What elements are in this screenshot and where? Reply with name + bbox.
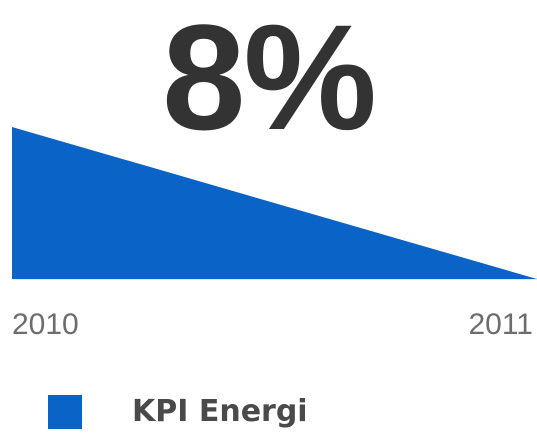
x-tick-label-2011: 2011 <box>468 308 533 341</box>
x-tick-label-2010: 2010 <box>12 308 79 341</box>
legend-swatch <box>48 395 82 429</box>
legend-label: KPI Energi <box>132 394 308 429</box>
legend: KPI Energi <box>48 394 308 430</box>
area-series-kpi-energi <box>12 127 537 279</box>
kpi-value: 8% <box>162 0 377 161</box>
